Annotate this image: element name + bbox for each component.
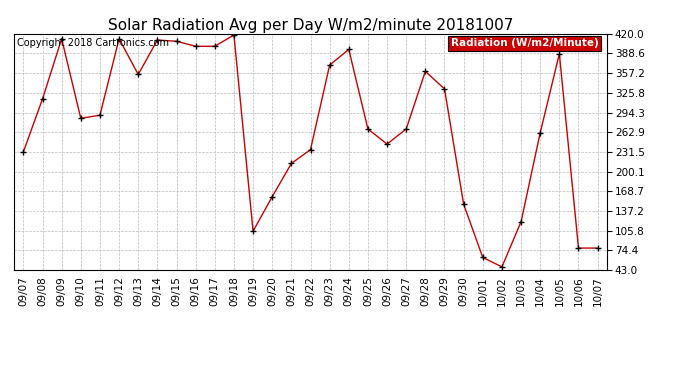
Text: Copyright 2018 Cartronics.com: Copyright 2018 Cartronics.com bbox=[17, 39, 169, 48]
Title: Solar Radiation Avg per Day W/m2/minute 20181007: Solar Radiation Avg per Day W/m2/minute … bbox=[108, 18, 513, 33]
Text: Radiation (W/m2/Minute): Radiation (W/m2/Minute) bbox=[451, 39, 598, 48]
